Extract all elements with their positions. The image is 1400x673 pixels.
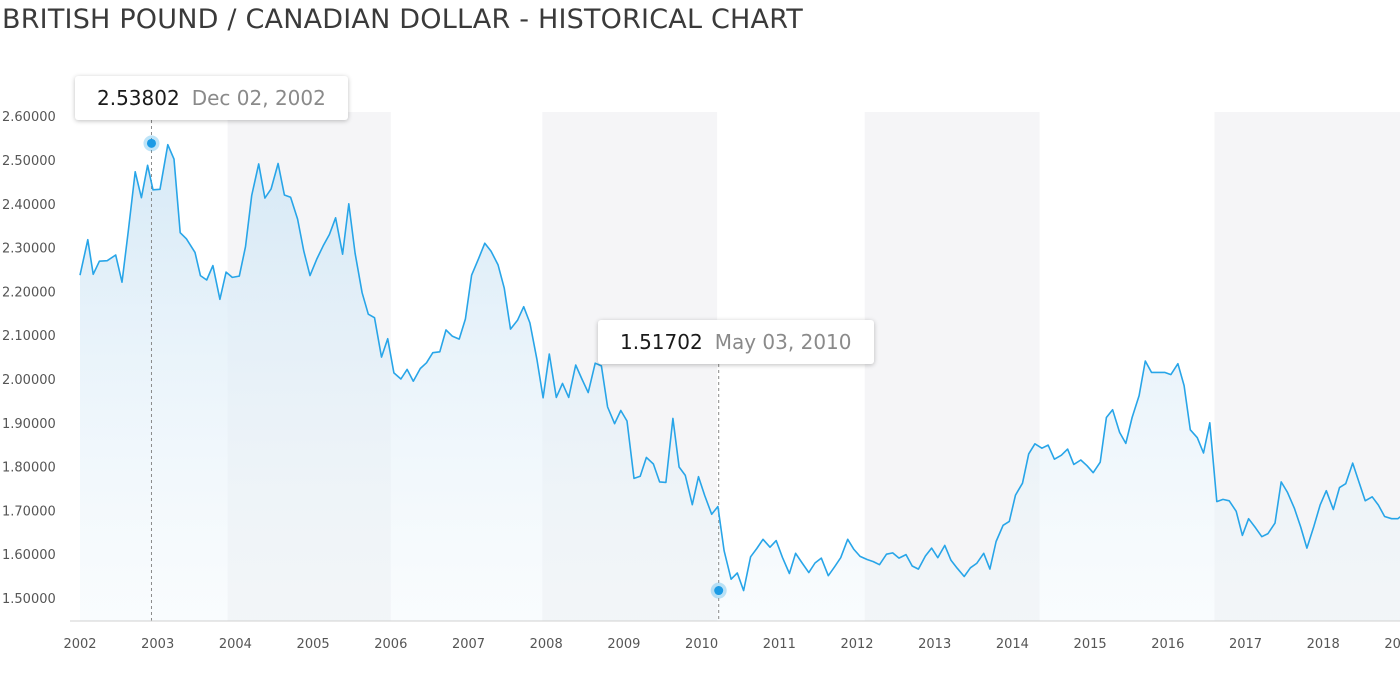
callout-low: 1.51702 May 03, 2010 [598, 320, 874, 364]
highlight-marker [146, 138, 156, 148]
x-tick-label: 2018 [1307, 637, 1340, 652]
highlight-marker [714, 586, 724, 596]
x-tick-label: 2011 [763, 637, 796, 652]
area-fill [80, 144, 1400, 621]
highlight-markers [143, 135, 727, 599]
y-tick-label: 2.40000 [2, 198, 56, 213]
callout-low-value: 1.51702 [620, 330, 703, 354]
x-tick-label: 2007 [452, 637, 485, 652]
x-tick-label: 2005 [297, 637, 330, 652]
y-tick-label: 1.60000 [2, 548, 56, 563]
y-tick-label: 2.10000 [2, 329, 56, 344]
x-axis: 2002 2003 2004 2005 2006 2007 2008 2009 2010 2011… [63, 637, 1400, 652]
series-line[interactable] [79, 143, 1400, 592]
highlight-guides [150, 120, 720, 621]
y-tick-label: 2.20000 [2, 285, 56, 300]
y-tick-label: 1.90000 [2, 417, 56, 432]
y-axis: 2.60000 2.50000 2.40000 2.30000 2.20000 2.100… [2, 110, 56, 607]
y-tick-label: 2.00000 [2, 373, 56, 388]
x-tick-label: 2014 [996, 637, 1029, 652]
x-tick-label: 2009 [607, 637, 640, 652]
x-tick-label: 2017 [1229, 637, 1262, 652]
y-tick-label: 2.60000 [2, 110, 56, 125]
x-tick-label: 2019 [1384, 637, 1400, 652]
x-tick-label: 2003 [141, 637, 174, 652]
callout-low-date: May 03, 2010 [714, 330, 852, 354]
x-tick-label: 2004 [219, 637, 252, 652]
x-tick-label: 2002 [63, 637, 96, 652]
y-tick-label: 2.50000 [2, 154, 56, 169]
y-tick-label: 1.50000 [2, 592, 56, 607]
y-tick-label: 1.80000 [2, 461, 56, 476]
x-tick-label: 2015 [1074, 637, 1107, 652]
x-tick-label: 2006 [374, 637, 407, 652]
y-tick-label: 2.30000 [2, 242, 56, 257]
x-tick-label: 2012 [840, 637, 873, 652]
x-tick-label: 2013 [918, 637, 951, 652]
callout-high-value: 2.53802 [97, 86, 180, 110]
callout-high: 2.53802 Dec 02, 2002 [75, 76, 348, 120]
x-tick-label: 2008 [530, 637, 563, 652]
y-tick-label: 1.70000 [2, 504, 56, 519]
page-title: BRITISH POUND / CANADIAN DOLLAR - HISTOR… [2, 4, 803, 35]
x-tick-label: 2016 [1151, 637, 1184, 652]
x-tick-label: 2010 [685, 637, 718, 652]
callout-high-date: Dec 02, 2002 [191, 86, 326, 110]
